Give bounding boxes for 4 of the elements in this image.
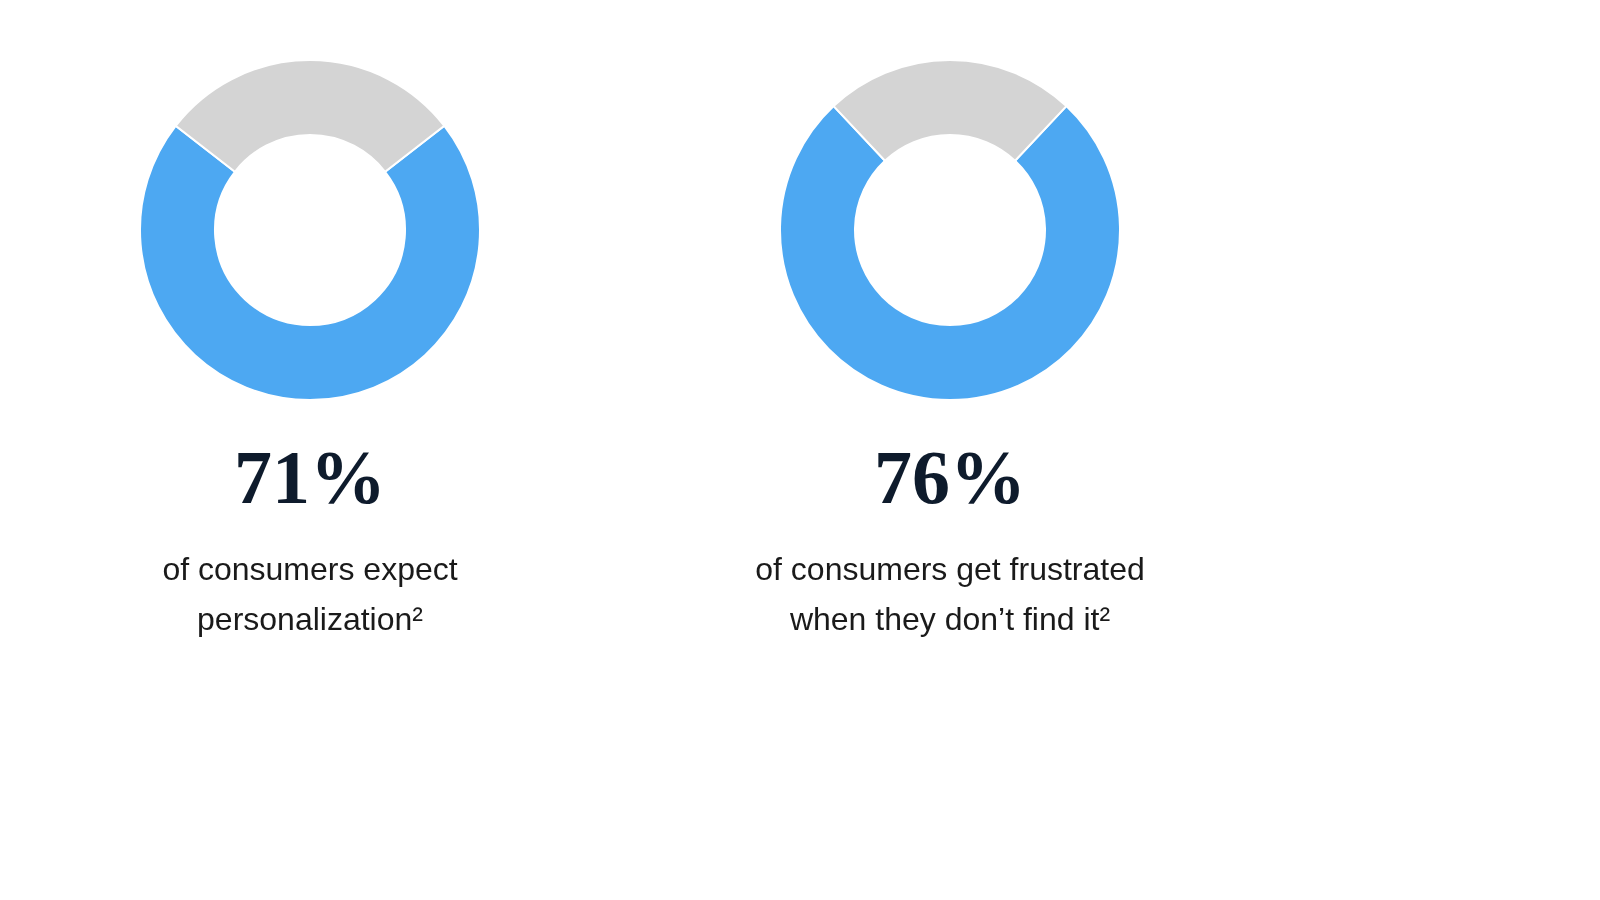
data-label: 76% [874,435,1026,519]
text: of consumers expect personalization² [162,551,458,637]
text: of consumers get frustrated when they don’t find it² [755,551,1145,637]
data-label: 71% [234,435,386,519]
